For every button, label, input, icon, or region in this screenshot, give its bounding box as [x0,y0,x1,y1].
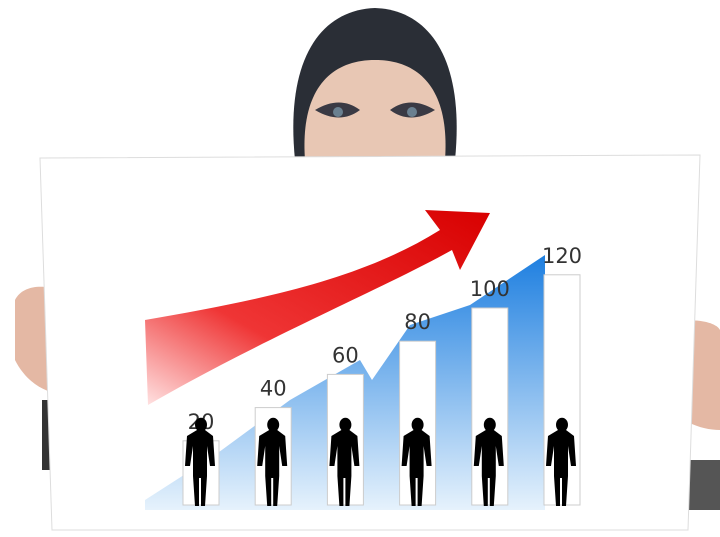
silhouette [401,417,432,506]
silhouette [473,417,504,506]
bars: 20406080100120 [182,244,582,506]
value-label: 40 [260,377,287,401]
woman-head [293,8,457,160]
silhouette [185,417,215,506]
value-label: 120 [542,244,582,268]
value-label: 60 [332,343,359,367]
value-label: 80 [404,310,431,334]
silhouette [546,417,576,506]
silhouette [257,417,288,506]
red-arrow [145,210,490,405]
value-label: 100 [470,277,510,301]
silhouette [329,417,360,506]
